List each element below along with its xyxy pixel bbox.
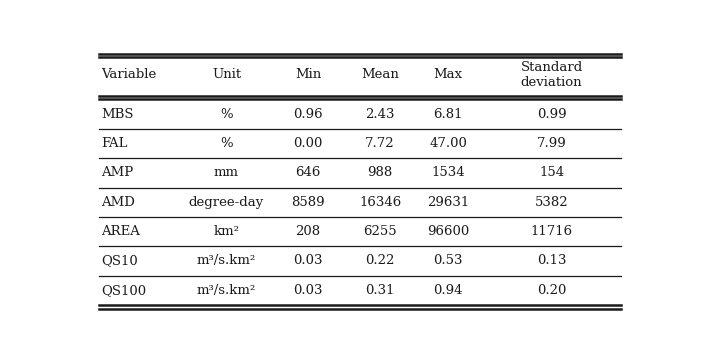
Text: FAL: FAL (101, 137, 128, 150)
Text: MBS: MBS (101, 108, 134, 121)
Text: 6.81: 6.81 (433, 108, 463, 121)
Text: 0.00: 0.00 (293, 137, 323, 150)
Text: 8589: 8589 (291, 196, 325, 209)
Text: 988: 988 (368, 166, 393, 179)
Text: Unit: Unit (212, 68, 241, 81)
Text: 154: 154 (539, 166, 564, 179)
Text: 0.96: 0.96 (293, 108, 323, 121)
Text: 29631: 29631 (427, 196, 470, 209)
Text: 11716: 11716 (531, 225, 573, 238)
Text: Variable: Variable (101, 68, 157, 81)
Text: AMP: AMP (101, 166, 133, 179)
Text: 0.03: 0.03 (293, 255, 323, 267)
Text: mm: mm (214, 166, 239, 179)
Text: 0.94: 0.94 (433, 284, 463, 297)
Text: 646: 646 (296, 166, 321, 179)
Text: 0.20: 0.20 (537, 284, 567, 297)
Text: 0.53: 0.53 (433, 255, 463, 267)
Text: m³/s.km²: m³/s.km² (197, 284, 256, 297)
Text: %: % (220, 137, 233, 150)
Text: AMD: AMD (101, 196, 135, 209)
Text: 2.43: 2.43 (366, 108, 395, 121)
Text: 16346: 16346 (359, 196, 402, 209)
Text: 1534: 1534 (431, 166, 465, 179)
Text: QS100: QS100 (101, 284, 147, 297)
Text: km²: km² (213, 225, 239, 238)
Text: 208: 208 (296, 225, 321, 238)
Text: AREA: AREA (101, 225, 140, 238)
Text: 7.99: 7.99 (536, 137, 567, 150)
Text: degree-day: degree-day (189, 196, 264, 209)
Text: Min: Min (295, 68, 322, 81)
Text: QS10: QS10 (101, 255, 138, 267)
Text: 7.72: 7.72 (365, 137, 395, 150)
Text: m³/s.km²: m³/s.km² (197, 255, 256, 267)
Text: 0.22: 0.22 (366, 255, 395, 267)
Text: Max: Max (434, 68, 463, 81)
Text: %: % (220, 108, 233, 121)
Text: Standard
deviation: Standard deviation (520, 61, 583, 89)
Text: 5382: 5382 (535, 196, 569, 209)
Text: 0.31: 0.31 (366, 284, 395, 297)
Text: 0.13: 0.13 (537, 255, 567, 267)
Text: 6255: 6255 (364, 225, 397, 238)
Text: 0.03: 0.03 (293, 284, 323, 297)
Text: 96600: 96600 (427, 225, 470, 238)
Text: 47.00: 47.00 (429, 137, 467, 150)
Text: Mean: Mean (362, 68, 399, 81)
Text: 0.99: 0.99 (537, 108, 567, 121)
